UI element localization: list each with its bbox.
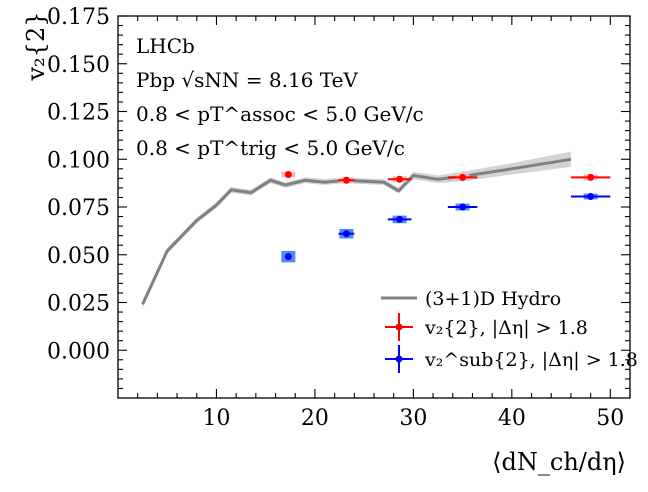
- v2sub-point: [284, 253, 292, 261]
- v2-point: [587, 173, 595, 181]
- x-tick-label: 10: [202, 406, 230, 431]
- y-tick-label: 0.100: [47, 148, 110, 173]
- annotation-pt-assoc: 0.8 < pT^assoc < 5.0 GeV/c: [136, 102, 424, 126]
- hydro-band-layer: [142, 151, 571, 309]
- legend-hydro-label: (3+1)D Hydro: [425, 288, 561, 310]
- legend-v2sub-label: v₂^sub{2}, |Δη| > 1.8: [424, 349, 638, 371]
- y-tick-label: 0.025: [47, 292, 110, 317]
- v2sub-point: [587, 192, 595, 200]
- x-tick-label: 40: [498, 406, 526, 431]
- v2sub-point: [396, 215, 404, 223]
- hydro-line: [141, 157, 572, 306]
- annotation-block: LHCb Pbp √sNN = 8.16 TeV 0.8 < pT^assoc …: [136, 34, 424, 160]
- y-tick-label: 0.000: [47, 339, 110, 364]
- v2sub-point: [459, 203, 467, 211]
- v2-point: [459, 173, 467, 181]
- x-tick-label: 30: [399, 406, 427, 431]
- axes-layer: 10 20 30 40 50 0.000 0.025 0.050 0.075 0.100 0.125…: [47, 5, 631, 431]
- v2-point: [284, 171, 292, 179]
- y-axis-label: v₂{2}: [22, 12, 50, 82]
- legend: (3+1)D Hydro v₂{2}, |Δη| > 1.8 v₂^sub{2}…: [381, 288, 638, 373]
- annotation-pt-trig: 0.8 < pT^trig < 5.0 GeV/c: [136, 136, 405, 160]
- y-tick-label: 0.125: [47, 101, 110, 126]
- hydro-line-layer: [141, 157, 572, 306]
- y-tick-label: 0.175: [47, 5, 110, 30]
- points-layer: [281, 171, 611, 263]
- x-tick-label: 20: [301, 406, 329, 431]
- x-tick-label: 50: [596, 406, 624, 431]
- y-tick-label: 0.075: [47, 196, 110, 221]
- y-tick-label: 0.050: [47, 244, 110, 269]
- annotation-system: Pbp √sNN = 8.16 TeV: [136, 68, 358, 92]
- plot-frame: [117, 15, 631, 399]
- v2-point: [342, 176, 350, 184]
- hydro-band: [142, 151, 571, 309]
- annotation-experiment: LHCb: [136, 34, 195, 58]
- v2sub-point: [342, 230, 350, 238]
- legend-v2-swatch-dot: [395, 323, 403, 331]
- v2-point: [396, 175, 404, 183]
- legend-v2-label: v₂{2}, |Δη| > 1.8: [424, 317, 588, 339]
- legend-v2sub-swatch-dot: [395, 355, 403, 363]
- x-axis-label: ⟨dN_ch/dη⟩: [492, 448, 626, 476]
- y-tick-label: 0.150: [47, 53, 110, 78]
